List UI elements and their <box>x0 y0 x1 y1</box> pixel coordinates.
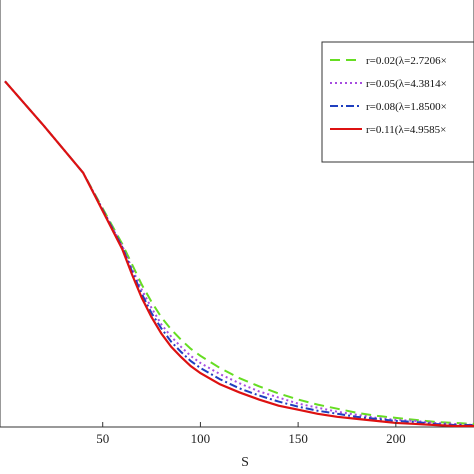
series-layer <box>4 80 474 428</box>
x-tick-label: 150 <box>288 431 308 446</box>
legend-items: r=0.02(λ=2.7206× r=0.05(λ=4.3814× r=0.08(λ… <box>330 55 447 136</box>
x-axis: 50 100 150 200 <box>96 422 406 446</box>
legend-label-4: r=0.11(λ=4.9585× <box>366 124 446 136</box>
series-line-3 <box>4 80 474 426</box>
series-line-4 <box>4 80 474 428</box>
series-line-2 <box>4 80 474 426</box>
x-tick-label: 200 <box>386 431 406 446</box>
legend-box <box>321 41 474 163</box>
legend: r=0.02(λ=2.7206× r=0.05(λ=4.3814× r=0.08(λ… <box>321 41 474 163</box>
x-tick-label: 100 <box>191 431 211 446</box>
x-tick-label: 50 <box>96 431 109 446</box>
series-line-1 <box>4 80 474 425</box>
x-axis-label: S <box>241 455 249 470</box>
legend-label-1: r=0.02(λ=2.7206× <box>366 55 447 67</box>
legend-label-2: r=0.05(λ=4.3814× <box>366 78 447 90</box>
legend-label-3: r=0.08(λ=1.8500× <box>366 101 447 113</box>
